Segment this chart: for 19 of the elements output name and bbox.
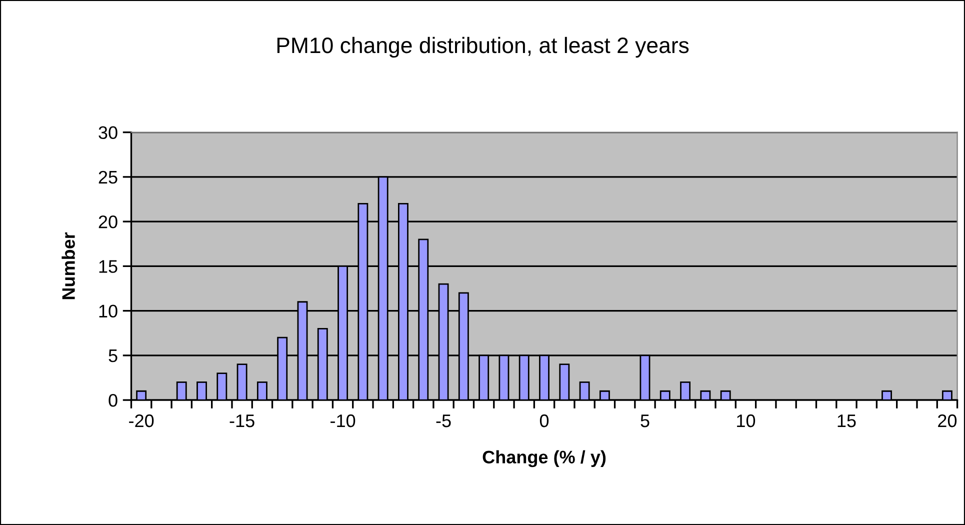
y-axis-title: Number [62, 232, 75, 300]
y-tick-label: 30 [98, 126, 118, 140]
chart-title: PM10 change distribution, at least 2 years [277, 36, 689, 58]
y-tick-label: 25 [98, 170, 118, 184]
x-tick-label: 20 [938, 414, 957, 428]
x-tick-label: 5 [640, 414, 650, 428]
x-tick-label: 15 [838, 414, 856, 428]
x-tick-label: -5 [436, 414, 451, 428]
y-tick-label: 0 [108, 394, 118, 407]
x-axis-title: Change (% / y) [482, 450, 606, 468]
x-tick-label: 0 [540, 414, 549, 428]
y-tick-label: 10 [99, 304, 118, 318]
x-tick-label: -20 [129, 414, 154, 428]
y-tick-label: 15 [99, 260, 118, 273]
x-tick-label: -10 [330, 414, 356, 428]
x-tick-label: 10 [737, 414, 756, 428]
x-tick-label: -15 [230, 414, 254, 428]
y-tick-label: 5 [108, 350, 118, 362]
y-tick-label: 20 [98, 215, 118, 228]
